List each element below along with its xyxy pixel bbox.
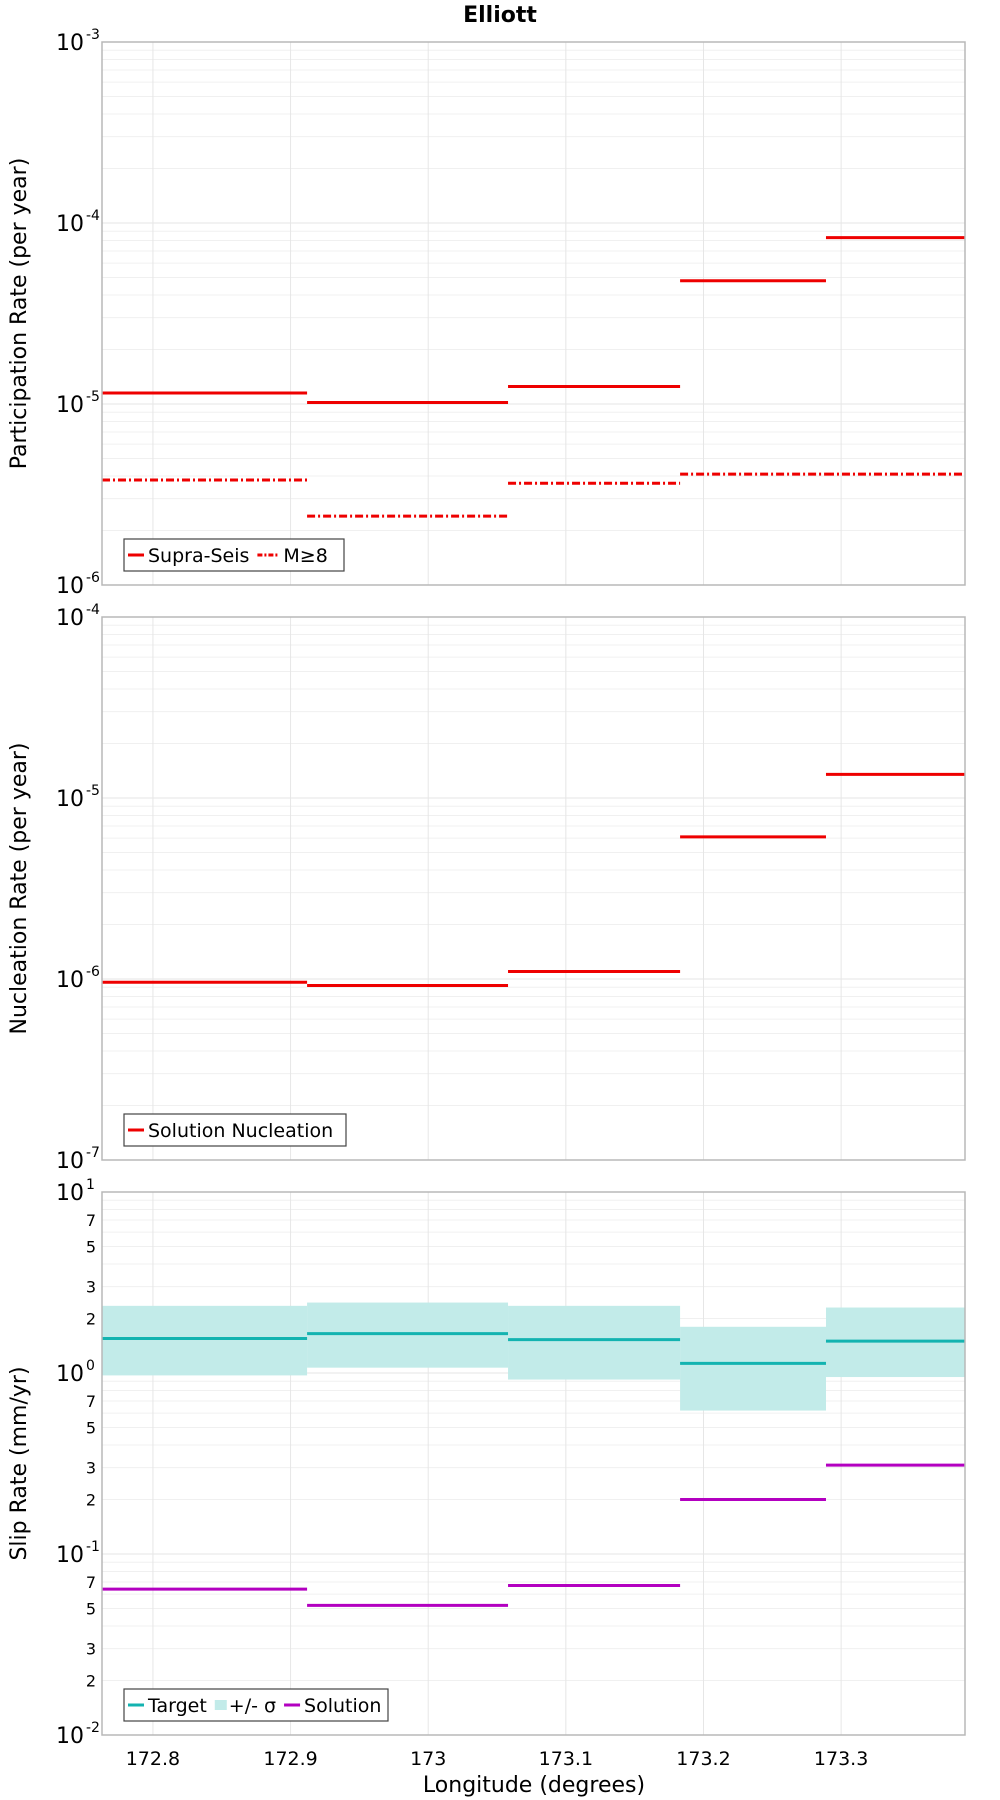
nucleation-y-tick-label: 10 [56, 606, 84, 631]
slip-y-minor-tick-label: 3 [86, 1459, 96, 1478]
slip-y-tick-exponent: -2 [86, 1720, 100, 1736]
participation-legend-box [123, 538, 345, 572]
slip-y-minor-tick-label: 7 [86, 1573, 96, 1592]
slip-y-tick-label: 10 [56, 1362, 84, 1387]
nucleation-plot-frame [101, 616, 966, 1161]
slip-y-minor-tick-label: 3 [86, 1278, 96, 1297]
participation-legend-label-0: Supra-Seis [148, 545, 249, 567]
slip-y-minor-tick-label: 5 [86, 1418, 96, 1437]
nucleation-legend-label-0: Solution Nucleation [148, 1120, 333, 1142]
x-tick-label: 172.8 [126, 1748, 180, 1770]
slip-y-tick-exponent: 0 [86, 1358, 95, 1374]
x-tick-label: 173.3 [814, 1748, 868, 1770]
participation-y-tick-label: 10 [56, 31, 84, 56]
x-tick-label: 172.9 [263, 1748, 317, 1770]
slip-band-segment-0 [102, 1305, 308, 1376]
nucleation-y-tick-label: 10 [56, 968, 84, 993]
slip-y-minor-tick-label: 2 [86, 1672, 96, 1691]
slip-legend: Target +/- σ Solution [123, 1688, 389, 1722]
slip-y-tick-label: 10 [56, 1724, 84, 1749]
slip-band-segment-3 [680, 1326, 826, 1411]
participation-legend-label-1: M≥8 [283, 545, 327, 567]
nucleation-legend: Solution Nucleation [123, 1113, 347, 1147]
participation-y-tick-label: 10 [56, 574, 84, 599]
slip-y-minor-tick-label: 5 [86, 1599, 96, 1618]
x-axis-label: Longitude (degrees) [423, 1773, 645, 1798]
nucleation-y-tick-label: 10 [56, 787, 84, 812]
participation-y-tick-exponent: -3 [86, 27, 100, 43]
x-tick-label: 173.1 [539, 1748, 593, 1770]
participation-y-axis-label: Participation Rate (per year) [7, 158, 32, 470]
nucleation-y-tick-exponent: -7 [86, 1145, 100, 1161]
slip-y-axis-label: Slip Rate (mm/yr) [7, 1366, 32, 1560]
slip-y-tick-label: 10 [56, 1181, 84, 1206]
slip-legend-swatch-1 [214, 1700, 227, 1710]
slip-plot-frame [101, 1191, 966, 1736]
nucleation-y-tick-exponent: -6 [86, 964, 100, 980]
slip-y-tick-exponent: 1 [86, 1177, 95, 1193]
slip-y-minor-tick-label: 5 [86, 1237, 96, 1256]
slip-legend-label-2: Solution [304, 1695, 381, 1717]
nucleation-y-tick-exponent: -4 [86, 602, 100, 618]
participation-y-tick-exponent: -5 [86, 389, 100, 405]
nucleation-y-axis-label: Nucleation Rate (per year) [7, 743, 32, 1035]
participation-y-tick-label: 10 [56, 393, 84, 418]
slip-y-minor-tick-label: 7 [86, 1211, 96, 1230]
x-tick-label: 173 [410, 1748, 446, 1770]
participation-y-tick-exponent: -4 [86, 208, 100, 224]
slip-legend-label-1: +/- σ [229, 1695, 276, 1717]
slip-y-minor-tick-label: 7 [86, 1392, 96, 1411]
slip-legend-label-0: Target [147, 1695, 207, 1717]
nucleation-y-tick-exponent: -5 [86, 783, 100, 799]
participation-y-tick-label: 10 [56, 212, 84, 237]
slip-legend-box [123, 1688, 389, 1722]
slip-y-minor-tick-label: 3 [86, 1640, 96, 1659]
figure-title: Elliott [463, 3, 537, 28]
participation-plot-frame [101, 41, 966, 586]
slip-band-segment-2 [508, 1305, 681, 1380]
slip-y-tick-exponent: -1 [86, 1539, 100, 1555]
slip-y-minor-tick-label: 2 [86, 1491, 96, 1510]
nucleation-y-tick-label: 10 [56, 1149, 84, 1174]
slip-y-minor-tick-label: 2 [86, 1310, 96, 1329]
x-tick-label: 173.2 [676, 1748, 730, 1770]
nucleation-legend-box [123, 1113, 347, 1147]
participation-legend: Supra-Seis M≥8 [123, 538, 345, 572]
participation-y-tick-exponent: -6 [86, 570, 100, 586]
slip-y-tick-label: 10 [56, 1543, 84, 1568]
